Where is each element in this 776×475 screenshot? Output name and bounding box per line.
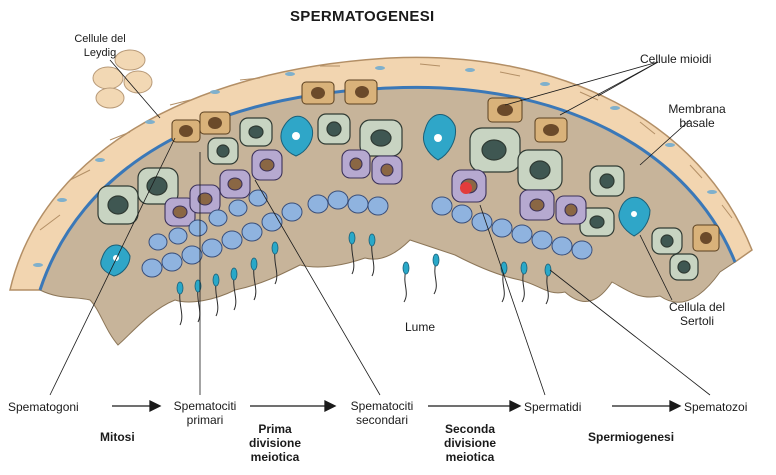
pointer-highlight [460,182,472,194]
spermatids [141,189,593,278]
membrana-label: Membrana basale [652,102,742,130]
diagram-title: SPERMATOGENESI [290,8,435,25]
prima-line3: meiotica [250,450,300,464]
process-mitosi: Mitosi [100,430,135,444]
stage-spermatogonia: Spematogoni [8,400,79,414]
prima-line1: Prima [258,422,292,436]
stage-primary-spermatocytes: Spematociti primari [160,399,250,427]
process-arrows [112,399,682,413]
process-prima-divisione: Prima divisione meiotica [235,422,315,464]
leader-lines [49,59,711,396]
sertoli-label: Cellula del Sertoli [652,300,742,328]
stage-spermatozoa: Spematozoi [684,400,748,414]
mioidi-label: Cellule mioidi [640,52,712,66]
seconda-line1: Seconda [444,422,495,436]
lume-label: Lume [405,320,436,334]
stage-secondari-line2: secondari [355,413,409,427]
process-spermiogenesi: Spermiogenesi [588,430,675,444]
sertoli-label-line2: Sertoli [679,314,714,328]
seconda-line2: divisione [443,436,496,450]
process-seconda-divisione: Seconda divisione meiotica [430,422,510,464]
prima-line2: divisione [248,436,301,450]
leydig-label: Cellule del Leydig [55,32,145,60]
myoid-cells [39,63,733,231]
leydig-label-line1: Cellule del [74,33,126,45]
seconda-line3: meiotica [445,450,495,464]
spermatogonia [171,79,720,252]
stage-spermatids: Spermatidi [524,400,582,414]
stage-primari-line1: Spematociti [173,399,237,413]
myoid-nuclei [33,66,717,267]
stage-secondari-line1: Spematociti [350,399,414,413]
leydig-cells [92,49,153,109]
membrana-label-line2: basale [679,116,715,130]
stage-secondary-spermatocytes: Spematociti secondari [337,399,427,427]
leydig-label-line2: Leydig [83,47,117,59]
sertoli-label-line1: Cellula del [668,300,726,314]
stage-primari-line2: primari [186,413,224,427]
membrana-label-line1: Membrana [668,102,726,116]
primary-spermatocytes [97,113,699,281]
spermatozoa-heads [176,231,552,295]
